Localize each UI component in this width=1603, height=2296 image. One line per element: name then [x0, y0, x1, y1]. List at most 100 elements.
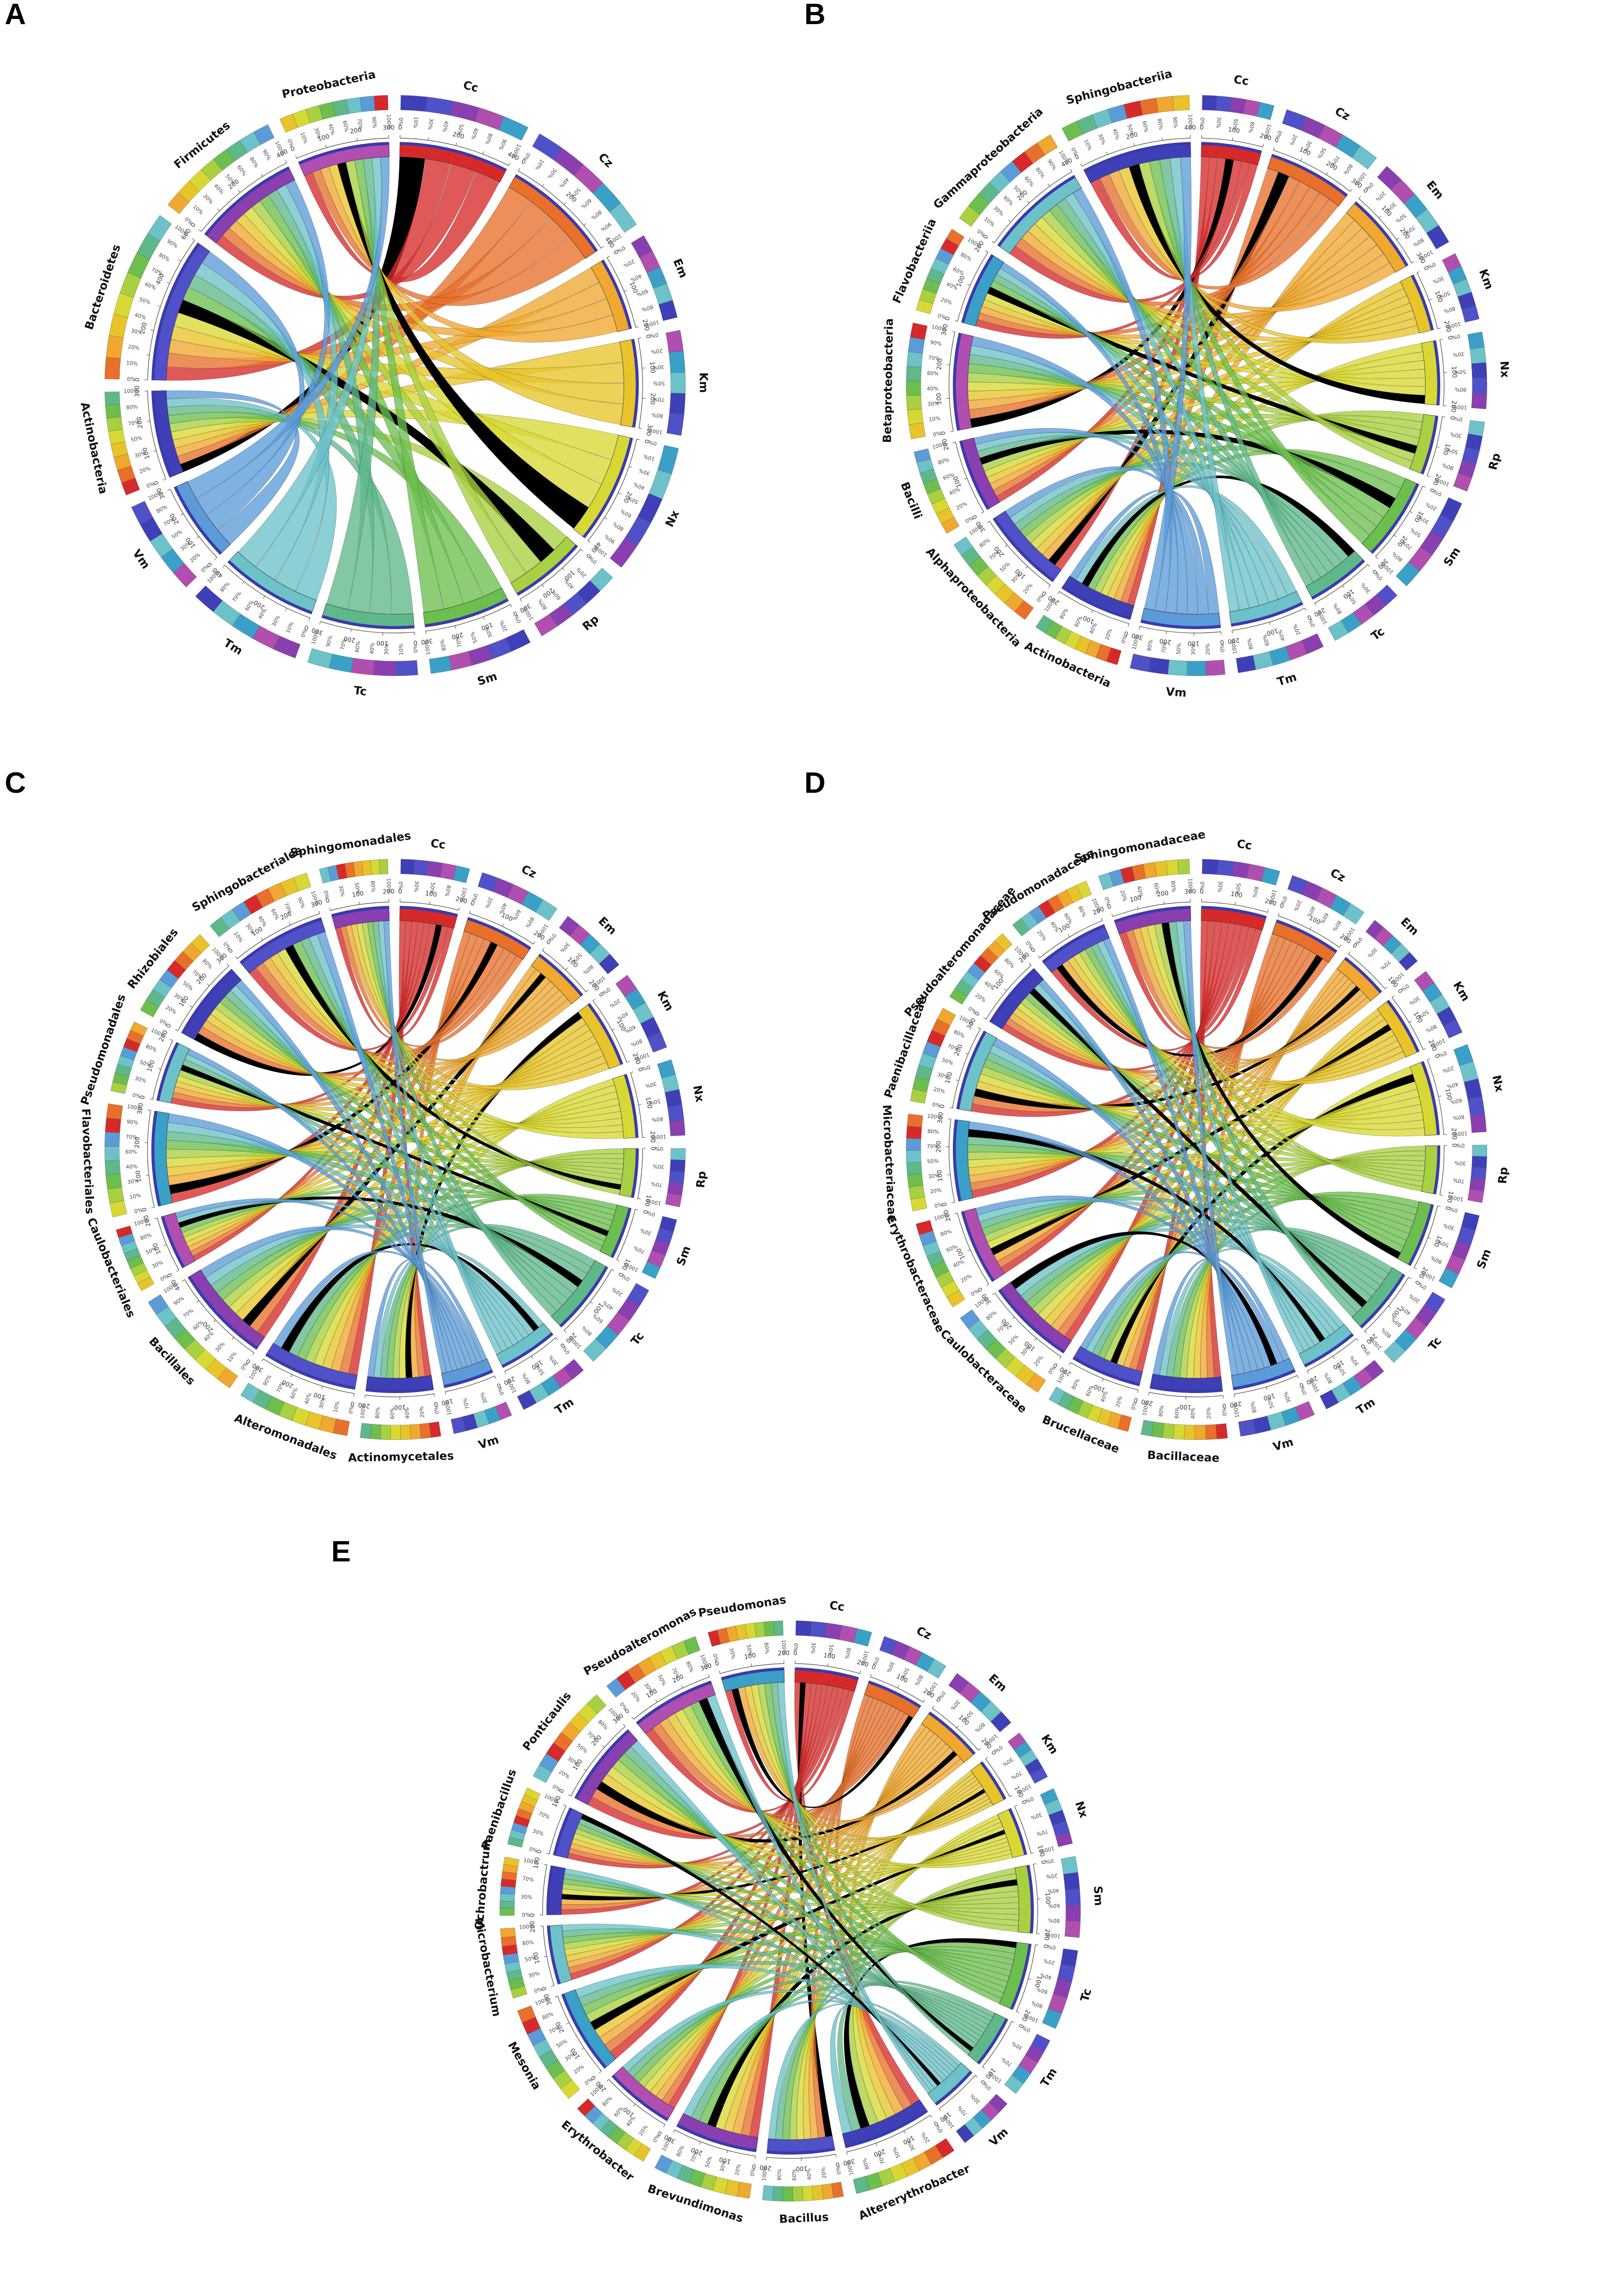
- segment-edge: [298, 142, 389, 165]
- percent-tick-label: 80%: [201, 958, 214, 970]
- axis-tick-label: 0: [134, 377, 141, 382]
- sample-label: Sm: [476, 669, 499, 688]
- axis-tick-label: 200: [451, 631, 464, 640]
- percentage-ring: 0%30%50%80%100%: [1199, 95, 1275, 139]
- percentage-segment: [960, 1309, 980, 1329]
- panel-label-e: E: [331, 1535, 351, 1568]
- percent-tick-label: 40%: [927, 386, 939, 392]
- percentage-segment: [665, 330, 684, 353]
- sample-label: Rp: [580, 613, 601, 633]
- percentage-segment: [524, 1788, 541, 1801]
- sample-label: Cc: [1236, 837, 1253, 853]
- axis-tick-label: 200: [1125, 131, 1138, 141]
- percent-tick-label: 20%: [128, 344, 140, 351]
- percentage-segment: [577, 2098, 596, 2117]
- percent-tick-label: 10%: [534, 158, 546, 171]
- percentage-segment: [115, 1226, 133, 1238]
- percentage-segment: [253, 124, 275, 145]
- percent-tick-label: 20%: [630, 1691, 642, 1703]
- percentage-ring: 0%20%30%50%70%80%100%: [654, 2136, 757, 2199]
- percent-tick-label: 60%: [1073, 615, 1084, 628]
- percent-tick-label: 50%: [656, 1674, 667, 1687]
- percentage-segment: [669, 1120, 686, 1136]
- sample-label: Cc: [430, 836, 446, 851]
- percent-tick-label: 0%: [348, 1405, 355, 1414]
- percentage-segment: [1320, 1390, 1339, 1410]
- axis-tick-label: 100: [425, 890, 438, 899]
- percentage-segment: [906, 394, 922, 411]
- axis-tick-label: 0: [641, 1209, 649, 1215]
- panel-label-c: C: [5, 767, 26, 799]
- percent-tick-label: 40%: [134, 312, 147, 321]
- percent-tick-label: 100%: [761, 2166, 768, 2182]
- percent-tick-label: 100%: [1452, 403, 1467, 411]
- percent-tick-label: 80%: [520, 1372, 531, 1385]
- percentage-ring: 0%30%50%80%100%: [1452, 332, 1487, 411]
- percent-tick-label: 30%: [479, 1392, 488, 1404]
- percent-tick-label: 30%: [1283, 1391, 1293, 1403]
- percent-tick-label: 30%: [427, 118, 434, 130]
- percent-tick-label: 80%: [1331, 920, 1343, 933]
- axis-tick-label: 0: [1446, 335, 1453, 341]
- axis-tick-label: 0: [398, 124, 403, 131]
- percent-tick-label: 20%: [1288, 133, 1298, 147]
- percentage-segment: [906, 1126, 922, 1139]
- percent-tick-label: 80%: [630, 1038, 643, 1048]
- percentage-segment: [109, 1200, 127, 1218]
- percentage-segment: [1236, 655, 1256, 673]
- percent-tick-label: 40%: [1446, 1081, 1459, 1090]
- percentage-segment: [535, 899, 557, 921]
- percent-tick-label: 20%: [1425, 501, 1438, 512]
- axis-tick-label: 200: [139, 322, 149, 335]
- percentage-ring: 0%20%30%50%70%80%100%: [1129, 634, 1226, 676]
- percent-tick-label: 80%: [126, 403, 138, 411]
- percentage-segment: [1187, 661, 1207, 676]
- percentage-segment: [783, 2186, 793, 2201]
- axis-tick-label: 200: [1259, 132, 1272, 142]
- axis-tick-label: 0: [1123, 630, 1129, 638]
- axis-tick-label: 200: [1449, 400, 1457, 412]
- percent-tick-label: 60%: [244, 599, 255, 613]
- percent-tick-label: 100%: [1045, 1932, 1061, 1939]
- percent-tick-label: 50%: [181, 980, 194, 992]
- percent-tick-label: 20%: [1022, 582, 1034, 595]
- percent-tick-label: 20%: [651, 348, 663, 355]
- percent-tick-label: 40%: [303, 1392, 313, 1405]
- percent-tick-label: 0%: [132, 1092, 141, 1100]
- axis-tick-label: 200: [1264, 898, 1277, 908]
- percent-tick-label: 40%: [404, 1407, 411, 1419]
- percent-tick-label: 50%: [653, 380, 665, 386]
- percentage-segment: [373, 660, 396, 676]
- percentage-segment: [1065, 1888, 1081, 1906]
- segment-edge: [444, 1369, 493, 1388]
- percent-tick-label: 40%: [1136, 885, 1144, 898]
- percentage-ring: 0% 10% 30% 40% 60% 70% 90% 100%: [105, 1104, 143, 1218]
- percent-tick-label: 80%: [444, 885, 452, 897]
- taxon-label: Bacillus: [779, 2210, 829, 2226]
- percent-tick-label: 70%: [1010, 1770, 1023, 1781]
- percent-tick-label: 0%: [932, 1101, 941, 1109]
- percent-tick-label: 70%: [522, 1875, 534, 1883]
- percent-tick-label: 0%: [1047, 1944, 1056, 1951]
- axis-tick-label: 200: [649, 1131, 656, 1143]
- percentage-segment: [669, 1159, 686, 1172]
- percentage-segment: [821, 2183, 834, 2200]
- percentage-ring: 0%30%50%80%100%: [319, 859, 392, 899]
- percent-tick-label: 30%: [202, 193, 215, 205]
- sample-label: Tm: [553, 1395, 576, 1417]
- percentage-segment: [773, 1621, 784, 1636]
- percent-tick-label: 70%: [128, 419, 140, 427]
- percentage-ring: 0%20%30%50%70%80%100%: [105, 388, 156, 496]
- percent-tick-label: 0%: [1433, 489, 1443, 498]
- axis-tick-label: 0: [1200, 124, 1204, 131]
- percent-tick-label: 100%: [647, 427, 663, 436]
- percentage-ring: 0%30%50%80%100%: [397, 859, 470, 903]
- percent-tick-label: 100%: [661, 2136, 673, 2152]
- percent-tick-label: 30%: [1432, 275, 1445, 285]
- axis-tick-label: 100: [796, 2165, 808, 2172]
- percent-tick-label: 20%: [1293, 899, 1303, 912]
- percent-tick-label: 0%: [650, 332, 659, 339]
- percentage-segment: [1065, 1920, 1081, 1938]
- percent-tick-label: 70%: [928, 355, 940, 362]
